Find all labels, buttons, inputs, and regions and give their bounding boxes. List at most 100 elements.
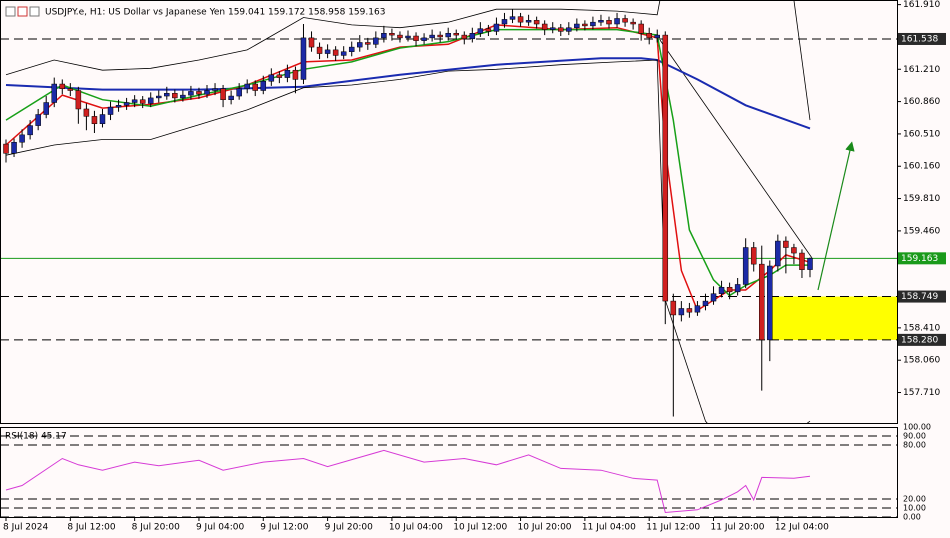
candle-body [662, 34, 669, 302]
candle-body [670, 300, 677, 316]
rsi-tick-label: 10.00 [903, 504, 926, 513]
candle-body [750, 247, 757, 265]
candle-body [549, 27, 556, 30]
candle-body [196, 91, 202, 95]
candle-body [775, 240, 781, 267]
candle-body [421, 37, 427, 41]
candle-body [340, 51, 347, 56]
y-tick-label: 159.460 [903, 226, 940, 236]
candle-body [236, 88, 242, 97]
candle-body [791, 247, 797, 254]
candle-body [799, 252, 805, 270]
candle-body [83, 108, 90, 117]
candle-body [453, 32, 459, 36]
y-tick-label: 161.910 [903, 0, 940, 10]
candle-body [606, 20, 612, 25]
level-label-box [898, 333, 946, 346]
chart-title: USDJPY.e, H1: US Dollar vs Japanese Yen … [45, 8, 385, 18]
candle-body [373, 37, 379, 45]
level-label-box [898, 290, 946, 303]
candle-body [308, 37, 315, 48]
rsi-label: RSI(18) 45.17 [5, 432, 67, 442]
candle-body [477, 28, 484, 34]
rsi-tick-label: 100.00 [903, 423, 931, 432]
candle-body [188, 91, 194, 96]
candle-body [501, 19, 508, 25]
y-tick-label: 159.810 [903, 194, 940, 204]
candle-body [574, 23, 580, 28]
candle-body [27, 125, 33, 136]
candle-body [445, 32, 451, 38]
y-tick-label: 157.710 [903, 388, 940, 398]
y-tick-label: 160.160 [903, 162, 940, 172]
rsi-tick-label: 0.00 [903, 513, 921, 522]
candle-body [397, 34, 403, 39]
icon [5, 6, 16, 17]
x-tick-label: 11 Jul 04:00 [582, 523, 636, 533]
icon [17, 6, 28, 17]
candle-body [437, 34, 443, 38]
candle-body [252, 83, 258, 91]
candle-body [123, 102, 130, 106]
candle-body [147, 97, 154, 104]
candle-body [389, 32, 395, 36]
candle-body [139, 99, 146, 104]
rsi-panel [1, 427, 897, 517]
candle-body [807, 258, 813, 270]
candle-body [164, 93, 170, 97]
level-label: 159.163 [901, 254, 938, 264]
level-label: 161.538 [901, 34, 938, 44]
candle-body [292, 69, 299, 80]
axes: 161.910 161.210 160.860 160.510 160.160 159.8… [3, 0, 946, 533]
candle-body [91, 116, 98, 125]
level-label-box [898, 252, 946, 265]
candle-body [107, 106, 114, 115]
candle-body [493, 23, 500, 32]
candle-body [767, 265, 773, 341]
candle-body [75, 90, 82, 110]
x-tick-label: 10 Jul 04:00 [389, 523, 443, 533]
candle-body [316, 46, 323, 54]
candle-body [3, 143, 9, 154]
candle-body [533, 20, 540, 25]
candle-body [566, 27, 572, 32]
level-label-box [898, 32, 946, 45]
candle-body [646, 32, 652, 39]
candle-body [485, 28, 492, 32]
y-tick-label: 158.060 [903, 356, 940, 366]
candle-body [413, 35, 419, 41]
x-tick-label: 9 Jul 12:00 [260, 523, 309, 533]
candle-body [212, 88, 218, 91]
candle-body [357, 42, 363, 48]
candle-body [630, 21, 636, 25]
candle-body [541, 23, 548, 30]
x-tick-label: 9 Jul 04:00 [196, 523, 245, 533]
candle-body [324, 49, 331, 54]
level-label: 158.749 [901, 292, 938, 302]
candle-body [115, 105, 122, 108]
candle-body [678, 308, 685, 316]
candle-body [654, 34, 660, 39]
candle-body [51, 83, 57, 103]
candle-body [429, 34, 435, 39]
x-tick-label: 11 Jul 12:00 [646, 523, 700, 533]
candle-body [220, 88, 226, 100]
candle-body [260, 81, 267, 91]
candle-body [381, 32, 387, 39]
candle-body [694, 305, 701, 313]
candle-body [734, 284, 741, 293]
candle-body [598, 20, 604, 23]
rsi-tick-label: 90.00 [903, 432, 926, 441]
candle-body [686, 308, 693, 313]
candle-body [622, 18, 628, 23]
candle-body [509, 16, 516, 20]
candle-body [558, 27, 564, 32]
x-tick-label: 12 Jul 04:00 [775, 523, 829, 533]
candle-body [590, 21, 596, 27]
x-tick-label: 8 Jul 2024 [3, 523, 48, 533]
candle-body [156, 95, 162, 99]
level-label: 158.280 [901, 335, 938, 345]
candle-body [35, 114, 41, 126]
candle-body [228, 95, 234, 100]
candle-body [742, 247, 749, 285]
